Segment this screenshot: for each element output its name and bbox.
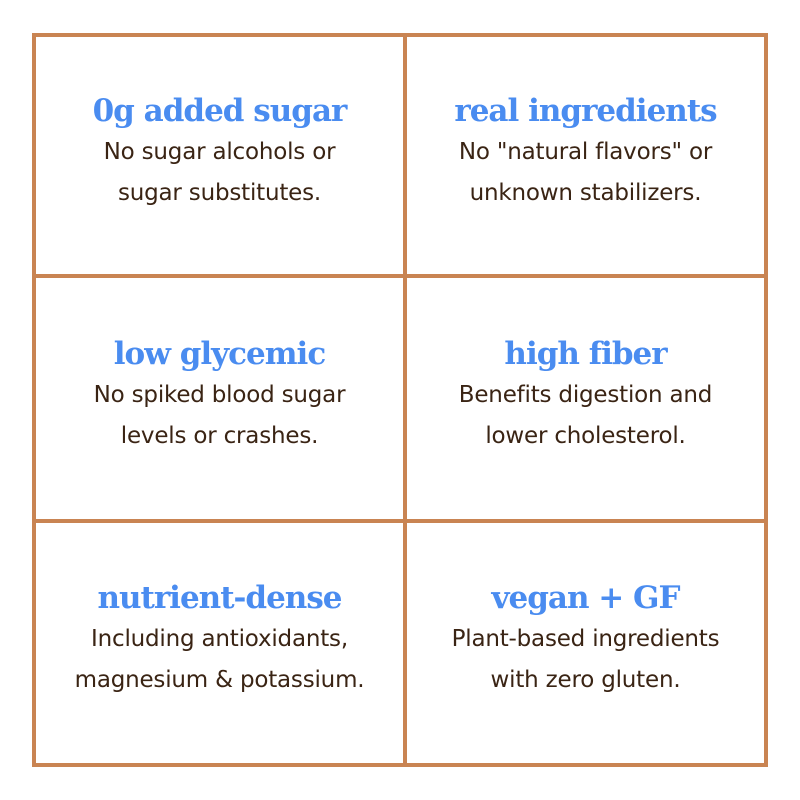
benefit-low-glycemic: low glycemic No spiked blood sugar level…	[36, 278, 403, 523]
description-line: levels or crashes.	[120, 422, 319, 449]
description-line: Plant-based ingredients	[451, 626, 720, 652]
benefit-title: nutrient-dense	[97, 580, 342, 616]
benefit-description: No sugar alcohols or sugar substitutes.	[104, 132, 336, 214]
description-line: No spiked blood sugar	[93, 381, 346, 408]
benefit-title: 0g added sugar	[92, 92, 348, 129]
benefit-description: No spiked blood sugar levels or crashes.	[94, 375, 346, 457]
description-line: sugar substitutes.	[117, 179, 321, 206]
benefits-grid: 0g added sugar No sugar alcohols or suga…	[32, 33, 768, 767]
description-line: Including antioxidants,	[91, 626, 348, 652]
description-line: No sugar alcohols or	[103, 138, 336, 165]
benefit-description: Plant-based ingredients with zero gluten…	[452, 619, 720, 701]
benefit-vegan-gf: vegan + GF Plant-based ingredients with …	[403, 523, 764, 763]
description-line: lower cholesterol.	[485, 422, 686, 449]
description-line: unknown stabilizers.	[469, 179, 702, 206]
description-line: No "natural flavors" or	[458, 138, 713, 165]
benefit-description: Benefits digestion and lower cholesterol…	[458, 375, 713, 457]
benefit-high-fiber: high fiber Benefits digestion and lower …	[403, 278, 764, 523]
benefit-title: low glycemic	[113, 335, 326, 372]
benefit-no-added-sugar: 0g added sugar No sugar alcohols or suga…	[36, 37, 403, 278]
benefit-real-ingredients: real ingredients No "natural flavors" or…	[403, 37, 764, 278]
description-line: Benefits digestion and	[458, 381, 713, 408]
benefit-title: real ingredients	[454, 92, 717, 129]
description-line: with zero gluten.	[490, 667, 681, 693]
benefit-title: vegan + GF	[491, 580, 680, 616]
benefit-nutrient-dense: nutrient-dense Including antioxidants, m…	[36, 523, 403, 763]
benefit-description: Including antioxidants, magnesium & pota…	[75, 619, 365, 701]
benefit-title: high fiber	[504, 335, 667, 372]
description-line: magnesium & potassium.	[74, 667, 365, 693]
benefit-description: No "natural flavors" or unknown stabiliz…	[459, 132, 712, 214]
